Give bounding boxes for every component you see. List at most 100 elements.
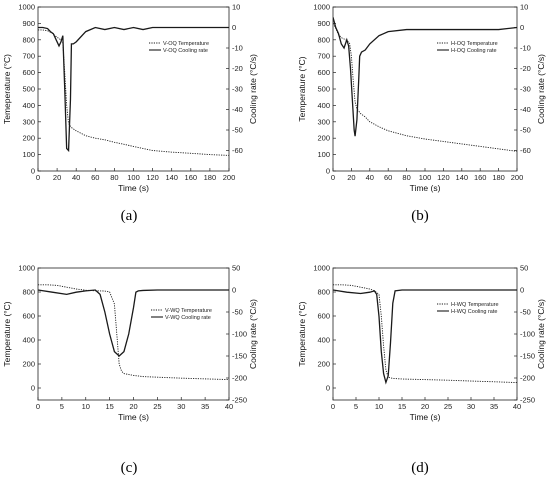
y-tick-label: 0: [31, 167, 35, 176]
y-tick-label: 1000: [18, 264, 35, 273]
panel-label: (c): [121, 460, 138, 476]
y-tick-label: 800: [317, 288, 330, 297]
y-tick-label: 400: [22, 336, 35, 345]
y-tick-label: 400: [22, 101, 35, 110]
x-tick-label: 5: [60, 402, 64, 411]
y2-tick-label: 0: [520, 286, 524, 295]
y-tick-label: 200: [317, 134, 330, 143]
x-tick-label: 35: [201, 402, 209, 411]
y2-axis-label: Cooling rate (°C/s): [248, 299, 258, 369]
x-tick-label: 35: [490, 402, 498, 411]
x-tick-label: 25: [444, 402, 452, 411]
chart-panel: 0 20 40 60 80 100 120 140 160 180 2000100200300400…: [297, 3, 546, 225]
y-axis-label: Temperature (°C): [2, 301, 12, 366]
y-axis-label: Temperature (°C): [297, 301, 307, 366]
x-tick-label: 10: [82, 402, 90, 411]
x-tick-label: 0: [331, 402, 335, 411]
cooling-rate-series-line: [333, 289, 517, 385]
y2-tick-label: -200: [232, 374, 247, 383]
y2-tick-label: -250: [232, 396, 247, 405]
x-tick-label: 140: [456, 173, 469, 182]
chart-panel: 0 20 40 60 80 100 120 140 160 180 2000100200300400…: [2, 3, 258, 225]
x-axis-label: Time (s): [118, 412, 149, 422]
y-tick-label: 100: [22, 150, 35, 159]
x-tick-label: 0: [36, 173, 40, 182]
y-tick-label: 900: [317, 19, 330, 28]
x-tick-label: 200: [223, 173, 236, 182]
y2-tick-label: 0: [232, 23, 236, 32]
legend-label: V-OQ Cooling rate: [163, 48, 208, 54]
x-tick-label: 20: [129, 402, 137, 411]
x-tick-label: 25: [153, 402, 161, 411]
x-tick-label: 60: [384, 173, 392, 182]
x-tick-label: 30: [467, 402, 475, 411]
y-tick-label: 100: [317, 150, 330, 159]
legend-label: H-OQ Temperature: [451, 41, 498, 47]
plot-frame: [37, 267, 230, 401]
y-tick-label: 0: [326, 384, 330, 393]
y2-tick-label: -20: [232, 64, 243, 73]
y-axis-label: Temperature (°C): [297, 56, 307, 121]
y2-tick-label: -250: [520, 396, 535, 405]
y2-axis-label: Cooling rate (°C/s): [536, 54, 546, 124]
y-tick-label: 0: [326, 167, 330, 176]
y2-tick-label: -150: [232, 352, 247, 361]
y2-tick-label: -20: [520, 64, 531, 73]
y2-tick-label: 0: [520, 23, 524, 32]
legend-label: H-WQ Cooling rate: [451, 309, 497, 315]
x-axis-label: Time (s): [118, 183, 149, 193]
x-tick-label: 120: [437, 173, 450, 182]
y-tick-label: 600: [22, 312, 35, 321]
y-tick-label: 1000: [18, 3, 35, 12]
x-tick-label: 160: [185, 173, 198, 182]
y2-tick-label: 50: [232, 264, 240, 273]
y-tick-label: 200: [22, 134, 35, 143]
y-tick-label: 1000: [313, 3, 330, 12]
plot-frame: [332, 6, 518, 172]
y-tick-label: 400: [317, 336, 330, 345]
y2-tick-label: -60: [520, 146, 531, 155]
cooling-rate-series-line: [333, 17, 517, 137]
y2-tick-label: -50: [520, 126, 531, 135]
y2-axis-label: Cooling rate (°C/s): [248, 54, 258, 124]
x-tick-label: 200: [511, 173, 524, 182]
x-tick-label: 20: [347, 173, 355, 182]
x-tick-label: 40: [72, 173, 80, 182]
x-tick-label: 0: [36, 402, 40, 411]
y2-tick-label: -50: [520, 308, 531, 317]
x-tick-label: 120: [146, 173, 159, 182]
x-tick-label: 15: [398, 402, 406, 411]
cooling-rate-series-line: [38, 26, 229, 153]
y-tick-label: 200: [22, 360, 35, 369]
y2-tick-label: -100: [232, 330, 247, 339]
x-tick-label: 180: [492, 173, 505, 182]
y2-tick-label: -10: [520, 44, 531, 53]
y2-tick-label: 0: [232, 286, 236, 295]
y2-tick-label: -50: [232, 126, 243, 135]
x-axis-label: Time (s): [410, 183, 441, 193]
y2-tick-label: -30: [232, 85, 243, 94]
legend-label: V-WQ Temperature: [165, 308, 212, 314]
cooling-rate-series-line: [38, 289, 229, 357]
y2-tick-label: -30: [520, 85, 531, 94]
temperature-series-line: [38, 284, 229, 381]
panel-label: (d): [411, 460, 429, 476]
x-tick-label: 40: [225, 402, 233, 411]
x-tick-label: 10: [375, 402, 383, 411]
y2-tick-label: -50: [232, 308, 243, 317]
y-tick-label: 600: [317, 312, 330, 321]
y2-tick-label: 10: [232, 3, 240, 12]
y-tick-label: 500: [22, 85, 35, 94]
y2-tick-label: 10: [520, 3, 528, 12]
x-tick-label: 60: [91, 173, 99, 182]
x-tick-label: 140: [165, 173, 178, 182]
y-tick-label: 500: [317, 85, 330, 94]
x-tick-label: 80: [402, 173, 410, 182]
y2-tick-label: -150: [520, 352, 535, 361]
x-tick-label: 180: [204, 173, 217, 182]
y-tick-label: 800: [317, 35, 330, 44]
y-tick-label: 600: [317, 68, 330, 77]
legend-label: V-OQ Temperature: [163, 41, 209, 47]
